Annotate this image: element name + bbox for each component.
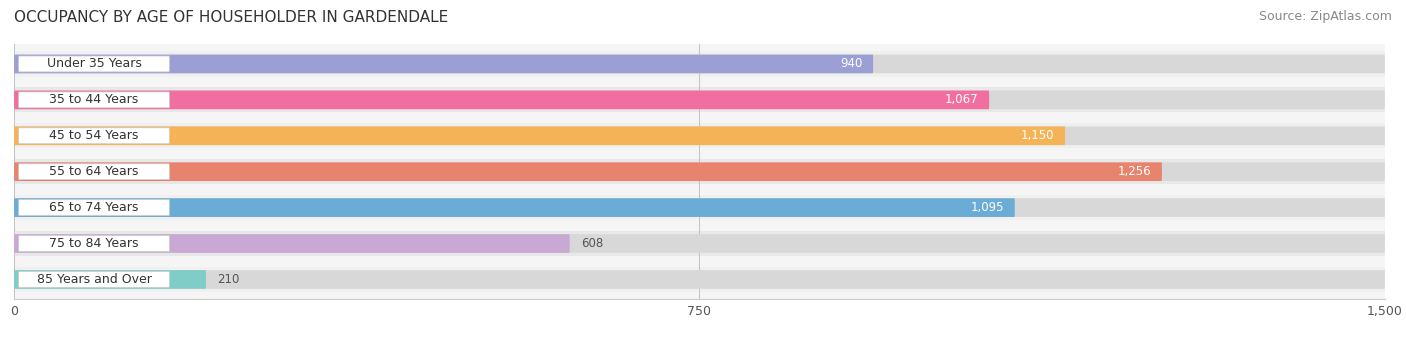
Text: 75 to 84 Years: 75 to 84 Years (49, 237, 139, 250)
Text: Under 35 Years: Under 35 Years (46, 57, 142, 70)
Text: 1,256: 1,256 (1118, 165, 1152, 178)
Text: 35 to 44 Years: 35 to 44 Years (49, 94, 139, 106)
Text: OCCUPANCY BY AGE OF HOUSEHOLDER IN GARDENDALE: OCCUPANCY BY AGE OF HOUSEHOLDER IN GARDE… (14, 10, 449, 25)
FancyBboxPatch shape (14, 55, 873, 73)
Bar (14, 123, 1385, 148)
Text: 1,067: 1,067 (945, 94, 979, 106)
Bar (14, 87, 1385, 113)
FancyBboxPatch shape (18, 164, 170, 180)
Text: 210: 210 (217, 273, 239, 286)
FancyBboxPatch shape (14, 270, 1385, 289)
Bar (14, 231, 1385, 256)
FancyBboxPatch shape (14, 90, 1385, 109)
FancyBboxPatch shape (18, 272, 170, 287)
FancyBboxPatch shape (14, 55, 1385, 73)
FancyBboxPatch shape (14, 163, 1385, 181)
Text: 940: 940 (839, 57, 862, 70)
FancyBboxPatch shape (18, 128, 170, 144)
Bar (14, 267, 1385, 292)
Text: 55 to 64 Years: 55 to 64 Years (49, 165, 139, 178)
FancyBboxPatch shape (14, 163, 1161, 181)
Text: 85 Years and Over: 85 Years and Over (37, 273, 152, 286)
FancyBboxPatch shape (14, 234, 1385, 253)
Bar (14, 195, 1385, 220)
Text: 45 to 54 Years: 45 to 54 Years (49, 129, 139, 142)
Text: 1,095: 1,095 (970, 201, 1004, 214)
FancyBboxPatch shape (14, 234, 569, 253)
FancyBboxPatch shape (14, 90, 990, 109)
Text: 65 to 74 Years: 65 to 74 Years (49, 201, 139, 214)
Text: 1,150: 1,150 (1021, 129, 1054, 142)
FancyBboxPatch shape (18, 236, 170, 252)
Text: Source: ZipAtlas.com: Source: ZipAtlas.com (1258, 10, 1392, 23)
Bar (14, 159, 1385, 184)
Bar (14, 51, 1385, 76)
FancyBboxPatch shape (18, 92, 170, 108)
FancyBboxPatch shape (18, 200, 170, 216)
Text: 608: 608 (581, 237, 603, 250)
FancyBboxPatch shape (14, 126, 1066, 145)
FancyBboxPatch shape (18, 56, 170, 72)
FancyBboxPatch shape (14, 198, 1385, 217)
FancyBboxPatch shape (14, 126, 1385, 145)
FancyBboxPatch shape (14, 198, 1015, 217)
FancyBboxPatch shape (14, 270, 207, 289)
